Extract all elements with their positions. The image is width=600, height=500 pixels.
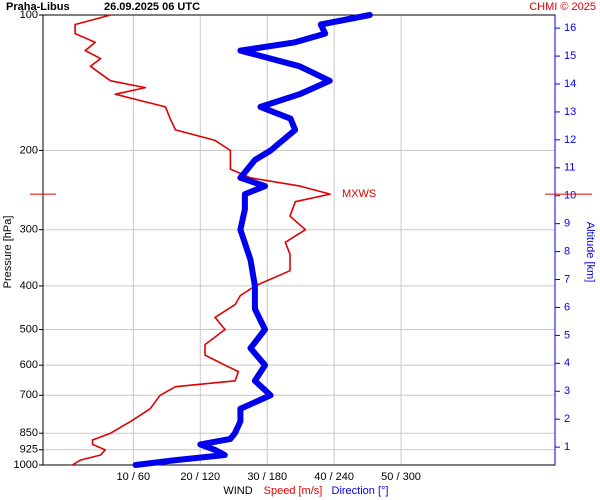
x-axis-label: WIND <box>223 485 252 497</box>
y2-tick-label: 10 <box>564 190 576 202</box>
station: Praha-Libus <box>6 1 70 13</box>
y-tick-label: 400 <box>20 280 38 292</box>
credit: CHMI © 2025 <box>529 1 596 13</box>
y2-tick-label: 13 <box>564 106 576 118</box>
x-tick-label: 40 / 240 <box>314 471 354 483</box>
y-axis-label: Pressure [hPa] <box>2 216 14 289</box>
x-tick-label: 50 / 300 <box>381 471 421 483</box>
x-tick-label: 10 / 60 <box>117 471 151 483</box>
y-tick-label: 200 <box>20 144 38 156</box>
time: 26.09.2025 06 UTC <box>104 1 200 13</box>
y-tick-label: 1000 <box>14 459 38 471</box>
y2-tick-label: 1 <box>564 441 570 453</box>
y2-tick-label: 16 <box>564 22 576 34</box>
y-tick-label: 300 <box>20 224 38 236</box>
y-tick-label: 600 <box>20 359 38 371</box>
y2-tick-label: 14 <box>564 78 576 90</box>
y2-axis-label: Altitude [km] <box>584 222 596 283</box>
y2-tick-label: 2 <box>564 413 570 425</box>
y2-tick-label: 6 <box>564 301 570 313</box>
y-tick-label: 925 <box>20 444 38 456</box>
profile-line <box>132 12 373 468</box>
y2-tick-label: 8 <box>564 245 570 257</box>
y2-tick-label: 7 <box>564 273 570 285</box>
direction-label: Direction [°] <box>332 485 389 497</box>
annotation: MXWS <box>342 188 376 200</box>
y2-tick-label: 11 <box>564 162 575 174</box>
x-tick-label: 30 / 180 <box>247 471 287 483</box>
y2-tick-label: 4 <box>564 357 570 369</box>
y-tick-label: 100 <box>20 9 38 21</box>
speed-label: Speed [m/s] <box>264 485 323 497</box>
y2-tick-label: 9 <box>564 218 570 230</box>
x-tick-label: 20 / 120 <box>180 471 220 483</box>
y2-tick-label: 12 <box>564 134 576 146</box>
y2-tick-label: 5 <box>564 329 570 341</box>
profile-line <box>71 14 331 466</box>
y2-tick-label: 3 <box>564 385 570 397</box>
y-tick-label: 500 <box>20 323 38 335</box>
y-tick-label: 850 <box>20 427 38 439</box>
y2-tick-label: 15 <box>564 50 576 62</box>
y-tick-label: 700 <box>20 389 38 401</box>
